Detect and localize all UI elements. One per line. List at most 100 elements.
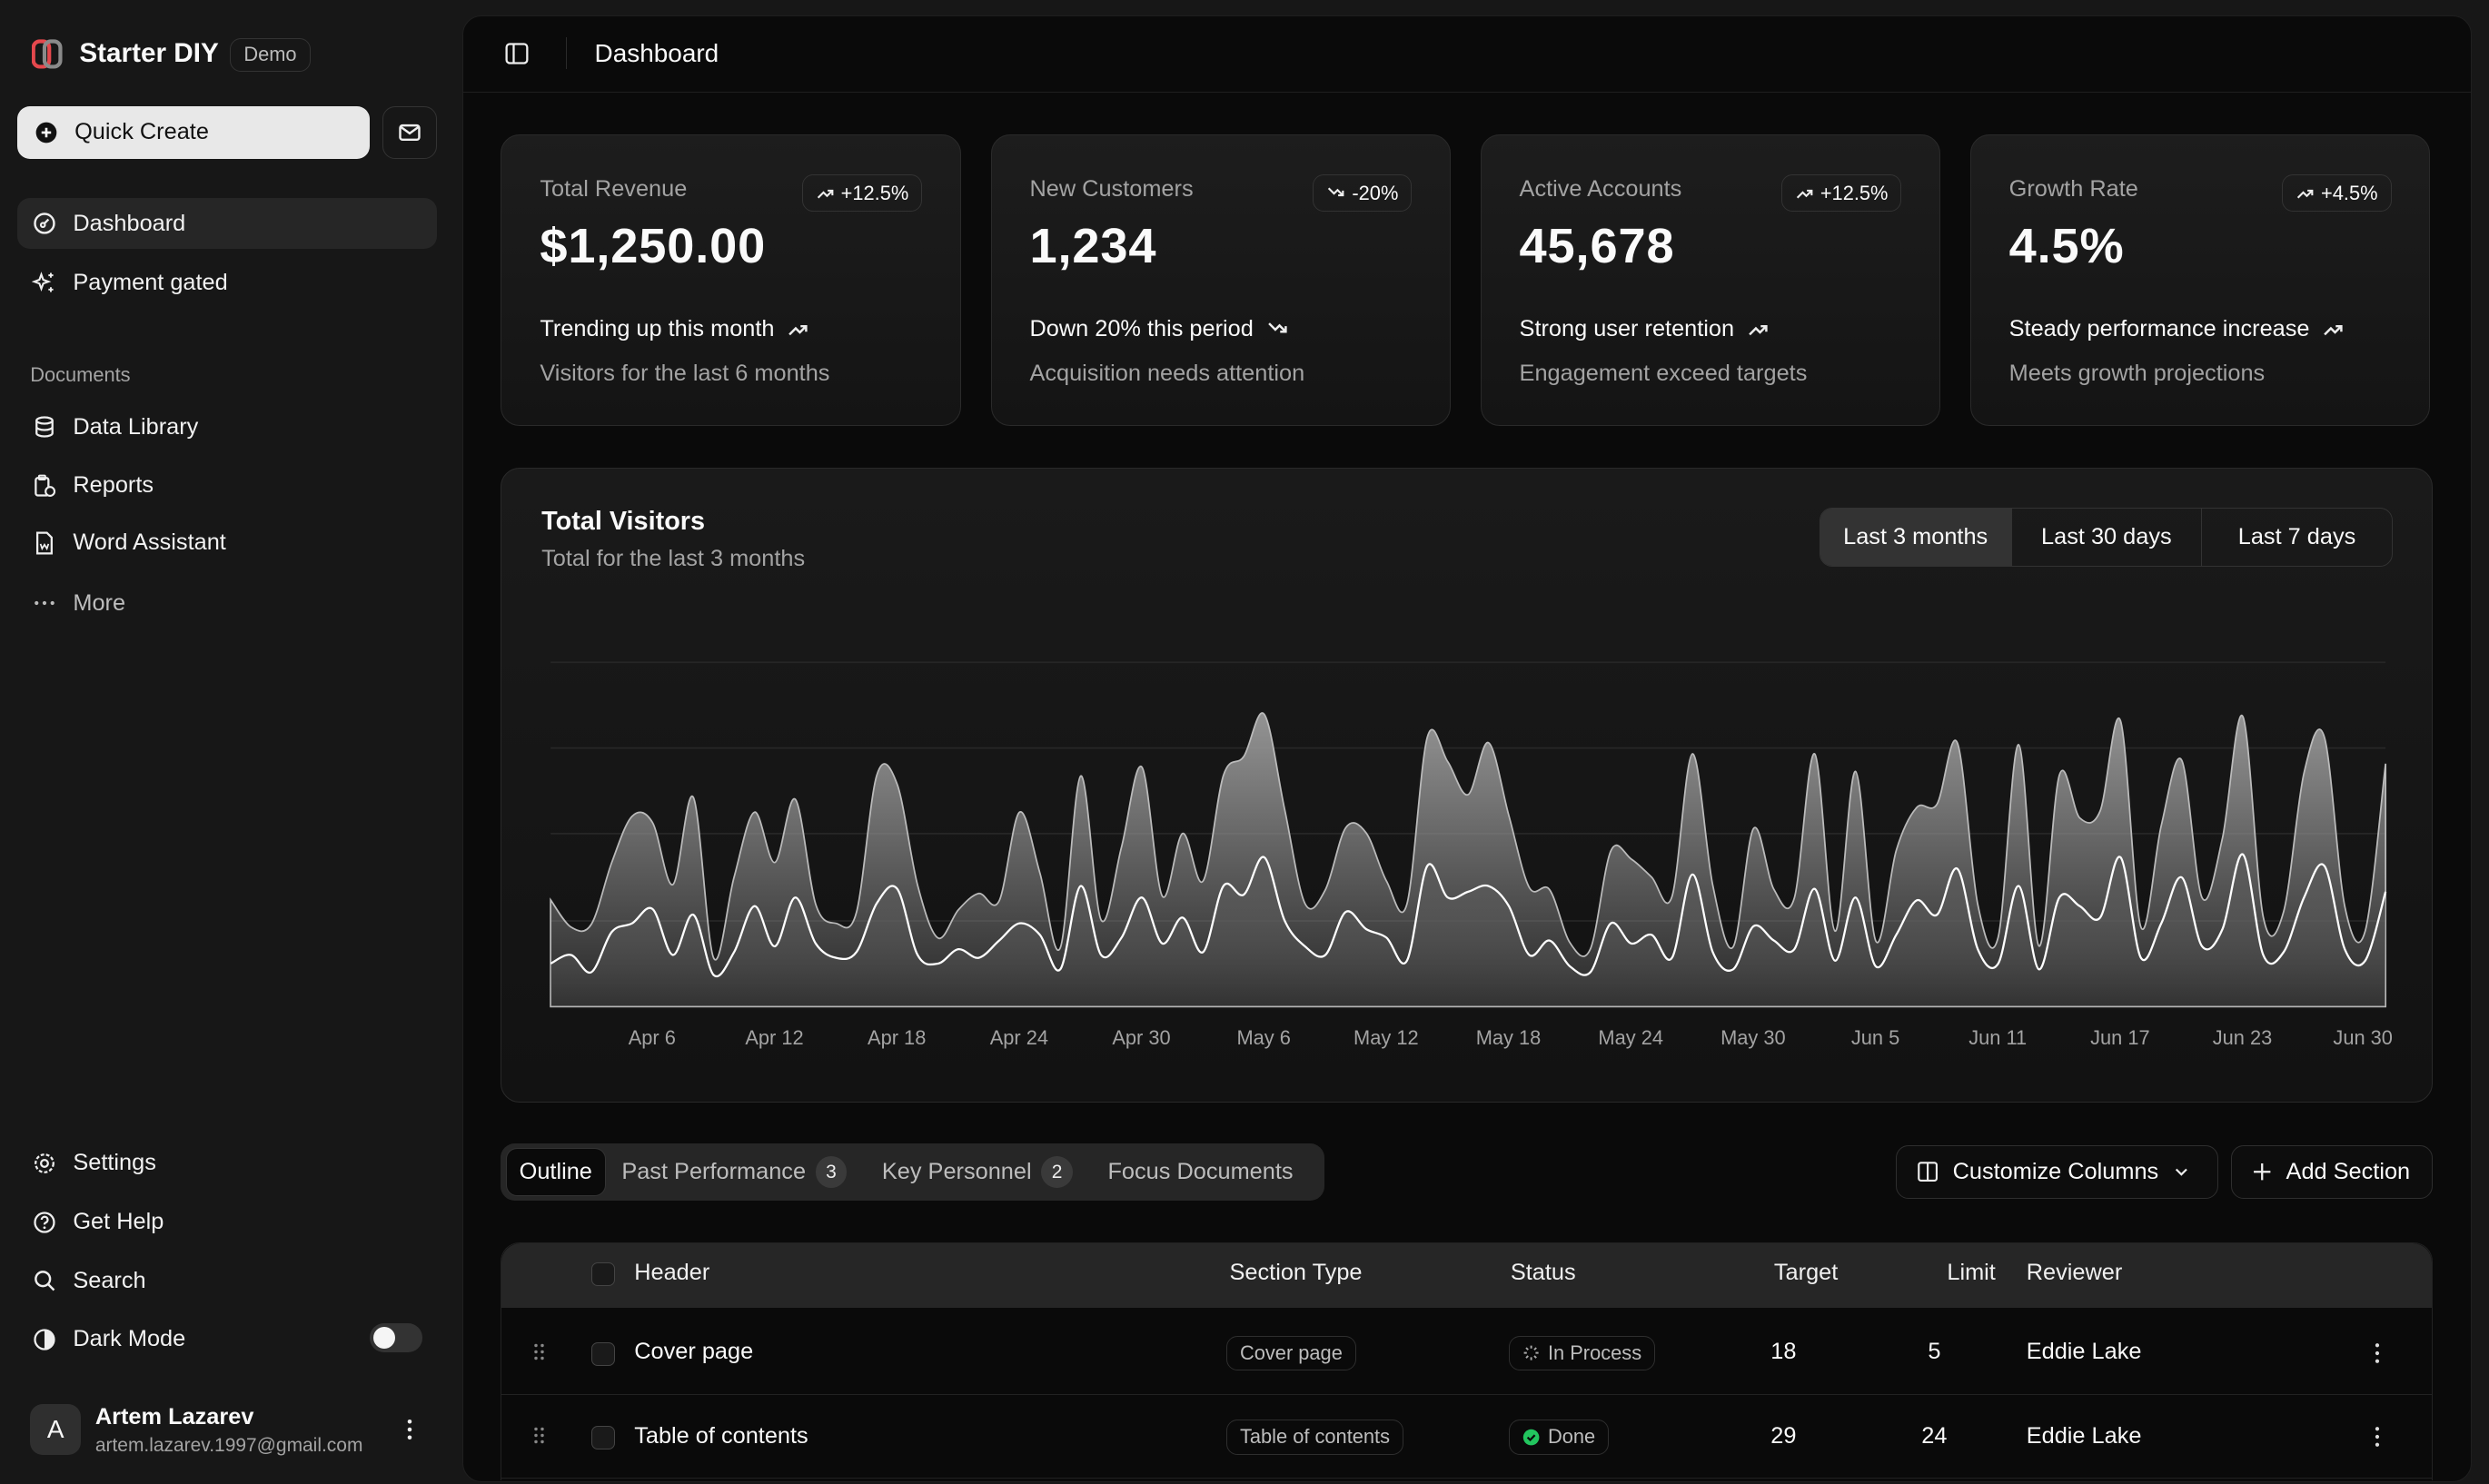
x-tick-label: May 6 — [1236, 1025, 1291, 1049]
sidebar-item-label: Dashboard — [73, 210, 186, 236]
page-title: Dashboard — [594, 38, 719, 67]
inbox-button[interactable] — [382, 106, 437, 159]
row-menu-button[interactable] — [2365, 1341, 2390, 1366]
metric-description: Visitors for the last 6 months — [540, 360, 830, 386]
tab-past-performance[interactable]: Past Performance 3 — [609, 1148, 859, 1195]
row-checkbox[interactable] — [591, 1341, 616, 1366]
drag-handle[interactable] — [530, 1426, 549, 1445]
reviewer[interactable]: Eddie Lake — [2026, 1339, 2142, 1365]
status-badge: In Process — [1509, 1335, 1656, 1371]
metric-trend: Trending up this month — [540, 316, 809, 342]
sidebar-item-label: Settings — [73, 1150, 156, 1176]
sidebar-item-label: Data Library — [73, 413, 199, 440]
row-header[interactable]: Cover page — [634, 1339, 754, 1365]
sidebar-item-get-help[interactable]: Get Help — [17, 1197, 436, 1248]
panel-left-icon — [505, 43, 529, 64]
reviewer[interactable]: Eddie Lake — [2026, 1422, 2142, 1449]
row-checkbox[interactable] — [591, 1426, 616, 1450]
user-menu-button[interactable] — [397, 1417, 422, 1442]
sidebar-item-data-library[interactable]: Data Library — [17, 401, 436, 452]
loader-icon — [1523, 1345, 1539, 1360]
trending-up-icon — [2296, 183, 2315, 203]
dark-mode-toggle[interactable] — [370, 1323, 422, 1352]
metric-card: New Customers -20% 1,234 Down 20% this p… — [990, 134, 1452, 427]
sidebar-item-payment-gated[interactable]: Payment gated — [17, 257, 436, 308]
column-header[interactable]: Reviewer — [2026, 1259, 2123, 1285]
sidebar-item-more[interactable]: More — [17, 578, 436, 628]
metric-description: Meets growth projections — [2008, 360, 2266, 386]
sidebar-item-label: Get Help — [73, 1209, 164, 1235]
toggle-knob — [372, 1326, 396, 1350]
x-tick-label: Apr 12 — [745, 1025, 804, 1049]
customize-columns-button[interactable]: Customize Columns — [1896, 1144, 2219, 1200]
column-header[interactable]: Status — [1510, 1259, 1576, 1285]
select-all-checkbox[interactable] — [591, 1262, 616, 1287]
sidebar-item-dashboard[interactable]: Dashboard — [17, 198, 437, 250]
quick-create-button[interactable]: Quick Create — [17, 106, 371, 159]
chart-title: Total Visitors — [541, 506, 706, 536]
target-value[interactable]: 29 — [1770, 1422, 1797, 1449]
row-header[interactable]: Table of contents — [634, 1422, 808, 1449]
metric-label: New Customers — [1029, 176, 1194, 203]
sidebar-toggle-button[interactable] — [504, 41, 530, 66]
sidebar-item-reports[interactable]: Reports — [17, 460, 436, 511]
target-value[interactable]: 18 — [1770, 1339, 1797, 1365]
drag-handle[interactable] — [530, 1342, 549, 1361]
columns-icon — [1918, 1162, 1939, 1182]
kebab-icon — [2375, 1342, 2380, 1363]
limit-value[interactable]: 24 — [1921, 1422, 1948, 1449]
status-badge: Done — [1509, 1420, 1610, 1455]
divider — [566, 37, 568, 70]
x-tick-label: May 12 — [1354, 1025, 1419, 1049]
column-header[interactable]: Section Type — [1229, 1259, 1363, 1285]
x-tick-label: Jun 11 — [1968, 1025, 2028, 1049]
tab-key-personnel[interactable]: Key Personnel 2 — [869, 1148, 1086, 1195]
limit-value[interactable]: 5 — [1928, 1339, 1941, 1365]
range-last-30-days[interactable]: Last 30 days — [2010, 509, 2202, 567]
range-last-3-months[interactable]: Last 3 months — [1820, 509, 2011, 567]
gauge-icon — [32, 211, 57, 236]
sidebar-item-settings[interactable]: Settings — [17, 1138, 436, 1189]
dots-icon — [32, 590, 57, 616]
plus-icon — [2254, 1163, 2271, 1181]
metric-trend: Strong user retention — [1520, 316, 1770, 342]
app-name: Starter DIY — [79, 37, 219, 68]
clipboard-clock-icon — [32, 473, 57, 499]
trending-up-icon — [1747, 318, 1769, 340]
tab-focus-documents[interactable]: Focus Documents — [1095, 1148, 1305, 1195]
range-last-7-days[interactable]: Last 7 days — [2201, 509, 2391, 567]
sidebar-item-search[interactable]: Search — [17, 1255, 436, 1306]
sidebar-item-label: Search — [73, 1267, 146, 1293]
sidebar-item-word-assistant[interactable]: Word Assistant — [17, 518, 436, 569]
view-tabs: Outline Past Performance 3 Key Personnel 2… — [501, 1143, 1325, 1202]
x-tick-label: May 18 — [1475, 1025, 1542, 1049]
sections-table — [501, 1242, 2434, 1480]
column-header[interactable]: Target — [1773, 1259, 1839, 1285]
badge-value: +4.5% — [2321, 181, 2378, 204]
section-type-badge: Table of contents — [1226, 1420, 1403, 1455]
metric-value: 4.5% — [2008, 218, 2125, 273]
avatar: A — [30, 1404, 82, 1456]
chevron-down-icon — [2176, 1168, 2187, 1176]
trend-text: Down 20% this period — [1029, 315, 1254, 341]
row-menu-button[interactable] — [2365, 1424, 2390, 1449]
count-badge: 3 — [815, 1156, 848, 1189]
metric-label: Total Revenue — [540, 176, 688, 203]
metric-trend: Down 20% this period — [1029, 316, 1288, 342]
trending-down-icon — [1266, 318, 1288, 340]
sidebar-item-label: Reports — [73, 472, 154, 499]
tab-outline[interactable]: Outline — [505, 1148, 606, 1196]
table-header-row — [501, 1242, 2433, 1309]
add-section-button[interactable]: Add Section — [2231, 1144, 2434, 1200]
metric-value: 45,678 — [1519, 218, 1675, 273]
documents-section-label: Documents — [30, 363, 131, 387]
column-header[interactable]: Limit — [1947, 1259, 1996, 1285]
section-type-badge: Cover page — [1226, 1335, 1356, 1371]
metric-label: Active Accounts — [1519, 176, 1682, 203]
column-header[interactable]: Header — [634, 1259, 710, 1285]
badge-value: +12.5% — [840, 181, 909, 204]
row-divider — [501, 1478, 2433, 1479]
visitors-area-chart — [549, 661, 2386, 1008]
trend-text: Strong user retention — [1519, 315, 1735, 341]
